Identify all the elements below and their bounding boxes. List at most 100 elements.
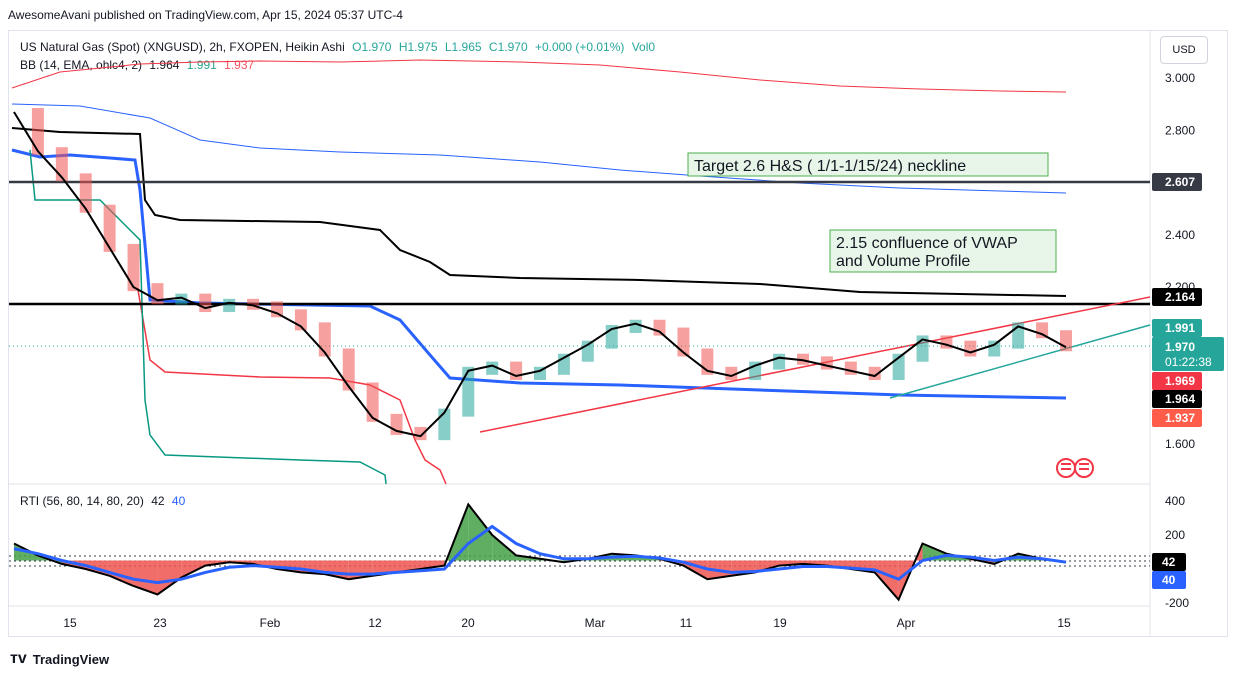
rti-signal-value: 40	[171, 494, 186, 508]
target-annotation-text: Target 2.6 H&S ( 1/1-1/15/24) neckline	[694, 158, 966, 175]
price-candle	[1060, 330, 1072, 352]
svg-text:2.607: 2.607	[1165, 175, 1195, 189]
svg-text:2.164: 2.164	[1165, 290, 1195, 304]
price-label-last: 1.970 01:22:38	[1152, 337, 1224, 371]
change-value: +0.000 (+0.01%)	[534, 40, 625, 54]
rti-tick-label: 400	[1165, 494, 1185, 508]
time-axis-ticks: 15 23 Feb 12 20 Mar 11 19 Apr 15	[63, 616, 1071, 630]
confluence-text-line1: 2.15 confluence of VWAP	[836, 235, 1018, 252]
price-candle	[223, 298, 236, 313]
price-candle	[988, 340, 1001, 357]
price-candle	[342, 348, 355, 391]
price-label-bb-upper: 1.991	[1152, 319, 1202, 337]
target-annotation: Target 2.6 H&S ( 1/1-1/15/24) neckline	[687, 152, 1049, 177]
bb-label[interactable]: BB (14, EMA, ohlc4, 2)	[20, 58, 143, 72]
price-candle	[510, 361, 523, 381]
time-tick-label: 15	[1057, 616, 1071, 630]
rti-label[interactable]: RTI (56, 80, 14, 80, 20)	[20, 494, 144, 508]
svg-text:42: 42	[1162, 555, 1176, 569]
price-label-bb-mid: 1.964	[1152, 390, 1202, 408]
rti-fill-segment	[874, 560, 899, 600]
open-value: O1.970	[352, 40, 392, 54]
price-label-red: 1.969	[1152, 372, 1202, 390]
price-candle	[199, 293, 212, 313]
confluence-text-line2: and Volume Profile	[836, 253, 970, 270]
price-candle	[79, 173, 92, 213]
currency-button[interactable]: USD	[1160, 36, 1208, 64]
price-candle	[773, 353, 786, 370]
rti-fill-segment	[157, 560, 182, 595]
time-tick-label: Apr	[897, 616, 916, 630]
price-candle	[462, 366, 475, 417]
rti-fill-segment	[898, 543, 923, 600]
svg-text:1.969: 1.969	[1165, 374, 1195, 388]
close-value: C1.970	[488, 40, 528, 54]
outer-upper-band	[11, 59, 1067, 93]
price-candle	[103, 204, 116, 252]
price-candle	[820, 356, 833, 370]
price-candle	[247, 298, 260, 310]
price-candle	[55, 147, 68, 182]
tradingview-brand: TradingView	[32, 651, 110, 667]
svg-text:1.964: 1.964	[1165, 392, 1195, 406]
confluence-annotation: 2.15 confluence of VWAP and Volume Profi…	[829, 229, 1057, 273]
publish-info: AwesomeAvani published on TradingView.co…	[8, 8, 403, 22]
time-tick-label: Mar	[585, 616, 606, 630]
svg-text:1.970: 1.970	[1165, 340, 1195, 354]
outer-blue-band	[11, 103, 1067, 194]
rti-legend: RTI (56, 80, 14, 80, 20) 42 40	[20, 494, 189, 508]
time-tick-label: Feb	[260, 616, 281, 630]
high-value: H1.975	[398, 40, 438, 54]
tradingview-footer[interactable]: ᴛv TradingView	[10, 650, 109, 668]
time-tick-label: 15	[63, 616, 77, 630]
price-candle	[844, 361, 857, 375]
chart-frame	[8, 30, 1228, 637]
rti-fill-segment	[420, 560, 445, 569]
us-flag-icon	[1056, 458, 1094, 478]
bb-mid-value: 1.964	[149, 58, 180, 72]
rti-fill-segment	[133, 560, 158, 595]
price-series-line	[13, 111, 1067, 438]
price-candle	[486, 361, 499, 375]
rti-tick-label: -200	[1165, 596, 1189, 610]
price-label-2164: 2.164	[1152, 288, 1202, 306]
price-candle	[868, 366, 881, 381]
price-candle	[964, 340, 977, 357]
tradingview-logo-icon: ᴛv	[10, 650, 27, 667]
rti-tick-label: 200	[1165, 528, 1185, 542]
svg-text:40: 40	[1162, 573, 1176, 587]
green-trend-line	[889, 324, 1151, 399]
price-candle	[653, 319, 666, 336]
price-candle	[797, 353, 809, 365]
svg-text:1.937: 1.937	[1165, 411, 1195, 425]
svg-text:1.991: 1.991	[1165, 321, 1195, 335]
rti-signal-line	[13, 524, 1067, 585]
low-value: L1.965	[444, 40, 482, 54]
countdown-label: 01:22:38	[1165, 355, 1212, 369]
price-label-2607: 2.607	[1152, 173, 1202, 191]
price-tick-label: 2.800	[1165, 123, 1195, 137]
price-tick-label: 3.000	[1165, 71, 1195, 85]
price-candle	[175, 293, 188, 305]
time-tick-label: 20	[461, 616, 475, 630]
price-tick-label: 2.400	[1165, 228, 1195, 242]
main-legend: US Natural Gas (Spot) (XNGUSD), 2h, FXOP…	[20, 40, 659, 54]
price-candle	[127, 243, 140, 292]
price-candle	[629, 319, 642, 333]
time-tick-label: 12	[368, 616, 382, 630]
rti-axis-ticks: 400 200 -200	[1165, 494, 1189, 610]
time-tick-label: 19	[773, 616, 787, 630]
rti-fill-segment	[181, 560, 206, 578]
price-candle	[414, 426, 427, 441]
rti-value: 42	[151, 494, 165, 508]
price-candle	[31, 107, 44, 156]
symbol-label[interactable]: US Natural Gas (Spot) (XNGUSD), 2h, FXOP…	[20, 40, 345, 54]
rti-series-line	[13, 502, 1067, 602]
vwap-line	[11, 127, 1067, 297]
rti-fill-segment	[109, 560, 134, 586]
time-tick-label: 23	[153, 616, 167, 630]
rti-signal-label: 40	[1152, 571, 1186, 589]
time-tick-label: 11	[680, 616, 693, 630]
blue-profile-line	[11, 148, 1067, 400]
